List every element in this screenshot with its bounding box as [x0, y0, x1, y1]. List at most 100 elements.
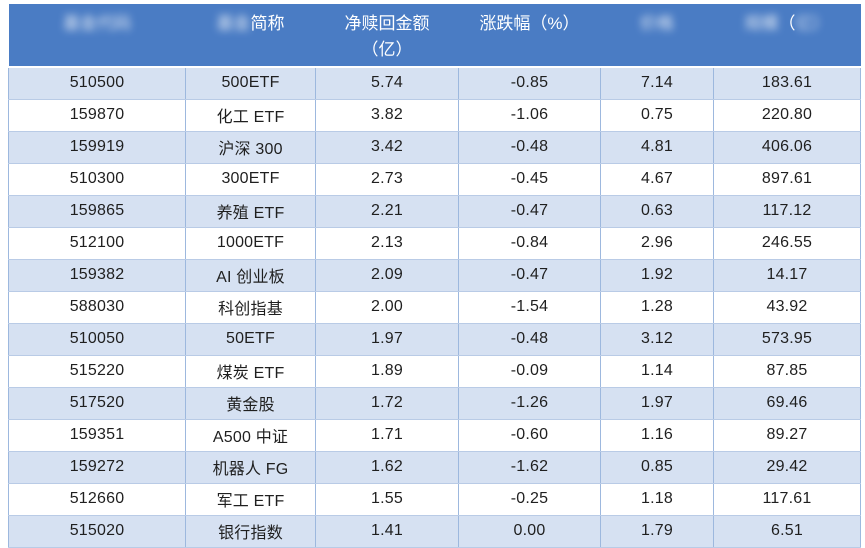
- cell-scale: 117.61: [713, 483, 861, 516]
- cell-change-percent: -1.26: [458, 387, 601, 420]
- cell-fund-code: 517520: [8, 387, 186, 420]
- cell-scale: 897.61: [713, 163, 861, 196]
- cell-change-percent: -0.09: [458, 355, 601, 388]
- cell-price: 4.81: [600, 131, 714, 164]
- table-row: 512660 军工 ETF 1.55 -0.25 1.18 117.61: [8, 483, 861, 516]
- table-row: 588030 科创指基 2.00 -1.54 1.28 43.92: [8, 291, 861, 324]
- cell-fund-name: 黄金股: [185, 387, 316, 420]
- cell-price: 1.16: [600, 419, 714, 452]
- header-label: （亿）: [361, 39, 413, 59]
- cell-net-redemption: 3.42: [315, 131, 459, 164]
- cell-scale: 117.12: [713, 195, 861, 228]
- cell-net-redemption: 2.73: [315, 163, 459, 196]
- cell-change-percent: -0.48: [458, 323, 601, 356]
- cell-net-redemption: 1.55: [315, 483, 459, 516]
- column-header-price: 价格: [600, 4, 714, 68]
- table-row: 517520 黄金股 1.72 -1.26 1.97 69.46: [8, 387, 861, 420]
- header-label: 简称: [250, 14, 285, 33]
- cell-scale: 246.55: [713, 227, 861, 260]
- table-row: 512100 1000ETF 2.13 -0.84 2.96 246.55: [8, 227, 861, 260]
- cell-scale: 183.61: [713, 67, 861, 100]
- cell-change-percent: -0.45: [458, 163, 601, 196]
- cell-net-redemption: 2.13: [315, 227, 459, 260]
- cell-net-redemption: 2.00: [315, 291, 459, 324]
- cell-scale: 69.46: [713, 387, 861, 420]
- column-header-fund-name: 基金简称: [185, 4, 316, 68]
- table-row: 159865 养殖 ETF 2.21 -0.47 0.63 117.12: [8, 195, 861, 228]
- table-row: 510300 300ETF 2.73 -0.45 4.67 897.61: [8, 163, 861, 196]
- cell-change-percent: 0.00: [458, 515, 601, 548]
- cell-fund-name: 军工 ETF: [185, 483, 316, 516]
- cell-fund-code: 512660: [8, 483, 186, 516]
- censored-header-text: 基金代码: [63, 14, 131, 33]
- column-header-fund-code: 基金代码: [8, 4, 186, 68]
- cell-change-percent: -0.25: [458, 483, 601, 516]
- header-label: （: [778, 14, 796, 33]
- cell-change-percent: -0.60: [458, 419, 601, 452]
- cell-fund-code: 510500: [8, 67, 186, 100]
- cell-price: 1.97: [600, 387, 714, 420]
- cell-price: 1.79: [600, 515, 714, 548]
- cell-scale: 573.95: [713, 323, 861, 356]
- table-row: 515220 煤炭 ETF 1.89 -0.09 1.14 87.85: [8, 355, 861, 388]
- cell-scale: 6.51: [713, 515, 861, 548]
- cell-price: 1.92: [600, 259, 714, 292]
- cell-change-percent: -1.54: [458, 291, 601, 324]
- cell-net-redemption: 1.89: [315, 355, 459, 388]
- header-line: 基金代码: [11, 11, 184, 37]
- cell-fund-name: 化工 ETF: [185, 99, 316, 132]
- cell-fund-name: 养殖 ETF: [185, 195, 316, 228]
- cell-fund-code: 588030: [8, 291, 186, 324]
- cell-net-redemption: 1.62: [315, 451, 459, 484]
- table-body: 510500 500ETF 5.74 -0.85 7.14 183.61 159870 化工 …: [8, 67, 861, 548]
- cell-net-redemption: 2.09: [315, 259, 459, 292]
- cell-price: 7.14: [600, 67, 714, 100]
- cell-change-percent: -1.62: [458, 451, 601, 484]
- cell-scale: 43.92: [713, 291, 861, 324]
- header-line: 规模（亿）: [716, 11, 859, 37]
- header-line: 净赎回金额: [318, 11, 457, 37]
- column-header-change-percent: 涨跌幅（%）: [458, 4, 601, 68]
- table-row: 159870 化工 ETF 3.82 -1.06 0.75 220.80: [8, 99, 861, 132]
- cell-price: 3.12: [600, 323, 714, 356]
- cell-fund-code: 512100: [8, 227, 186, 260]
- cell-fund-code: 159272: [8, 451, 186, 484]
- cell-change-percent: -0.84: [458, 227, 601, 260]
- cell-net-redemption: 1.41: [315, 515, 459, 548]
- cell-fund-name: 煤炭 ETF: [185, 355, 316, 388]
- cell-price: 2.96: [600, 227, 714, 260]
- cell-fund-code: 159919: [8, 131, 186, 164]
- cell-scale: 87.85: [713, 355, 861, 388]
- cell-change-percent: -1.06: [458, 99, 601, 132]
- censored-header-text: 规模: [744, 14, 779, 33]
- table-row: 515020 银行指数 1.41 0.00 1.79 6.51: [8, 515, 861, 548]
- header-row: 基金代码 基金简称 净赎回金额 （亿） 涨跌幅（%） 价格 规模（亿）: [8, 4, 861, 68]
- table-row: 159919 沪深 300 3.42 -0.48 4.81 406.06: [8, 131, 861, 164]
- cell-fund-code: 510050: [8, 323, 186, 356]
- table-row: 159351 A500 中证 1.71 -0.60 1.16 89.27: [8, 419, 861, 452]
- cell-price: 0.85: [600, 451, 714, 484]
- cell-change-percent: -0.47: [458, 195, 601, 228]
- cell-price: 1.18: [600, 483, 714, 516]
- cell-scale: 89.27: [713, 419, 861, 452]
- cell-scale: 406.06: [713, 131, 861, 164]
- cell-price: 4.67: [600, 163, 714, 196]
- cell-change-percent: -0.48: [458, 131, 601, 164]
- cell-fund-name: 500ETF: [185, 67, 316, 100]
- cell-net-redemption: 1.97: [315, 323, 459, 356]
- cell-scale: 29.42: [713, 451, 861, 484]
- column-header-scale: 规模（亿）: [713, 4, 861, 68]
- censored-header-text: 价格: [640, 14, 674, 33]
- cell-fund-name: 50ETF: [185, 323, 316, 356]
- cell-fund-code: 159382: [8, 259, 186, 292]
- cell-fund-name: A500 中证: [185, 419, 316, 452]
- cell-net-redemption: 5.74: [315, 67, 459, 100]
- cell-price: 1.14: [600, 355, 714, 388]
- cell-fund-code: 510300: [8, 163, 186, 196]
- table-row: 159272 机器人 FG 1.62 -1.62 0.85 29.42: [8, 451, 861, 484]
- cell-fund-name: 沪深 300: [185, 131, 316, 164]
- censored-header-text: 亿）: [795, 14, 830, 33]
- etf-table: 基金代码 基金简称 净赎回金额 （亿） 涨跌幅（%） 价格 规模（亿） 510500 500E…: [8, 4, 861, 548]
- header-line: 基金简称: [188, 11, 314, 37]
